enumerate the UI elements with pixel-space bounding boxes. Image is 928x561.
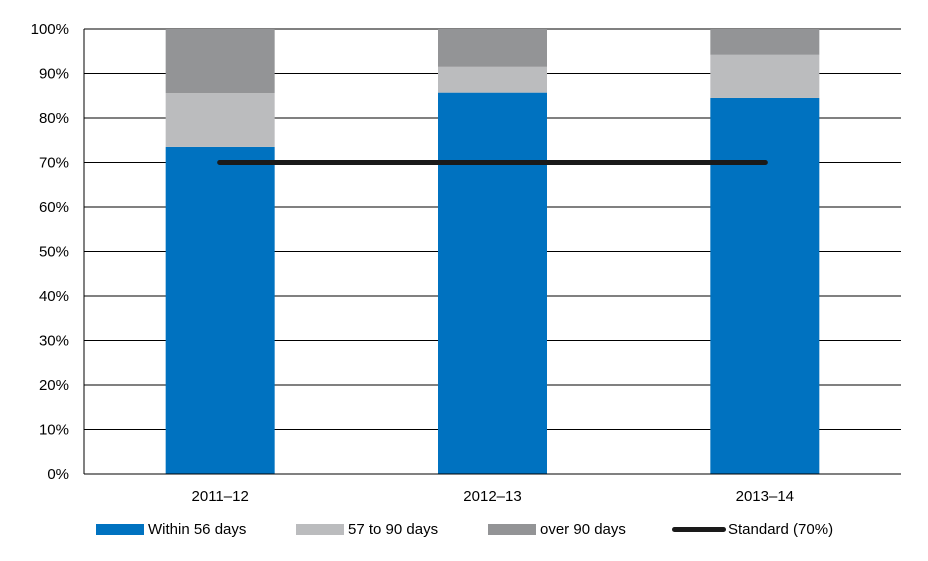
bar-within-56-days-2011-12 [165,146,275,475]
legend: Within 56 days 57 to 90 days over 90 day… [0,514,928,544]
legend-swatch-standard [672,526,726,532]
x-tick-label: 2011–12 [192,488,249,505]
y-tick-labels: 0% 10% 20% 30% 40% 50% 60% 70% 80% 90% 100% [31,21,69,483]
y-tick-label: 0% [47,466,69,483]
bar-57-to-90-days-2012-13 [438,66,547,93]
legend-swatch-over-90-days [488,523,536,535]
legend-label-standard: Standard (70%) [728,520,834,538]
x-tick-label: 2013–14 [736,488,794,505]
legend-swatch-57-to-90-days [296,523,344,535]
x-tick-label: 2012–13 [463,488,521,505]
legend-label-within-56-days: Within 56 days [148,520,247,538]
y-tick-label: 100% [31,21,69,38]
legend-label-over-90-days: over 90 days [540,520,626,538]
bar-57-to-90-days-2013-14 [710,54,820,98]
y-tick-label: 80% [39,110,69,127]
legend-item-over-90-days: over 90 days [488,514,626,544]
bar-57-to-90-days-2011-12 [165,93,275,147]
y-tick-label: 10% [39,422,69,439]
y-tick-label: 40% [39,288,69,305]
axes [83,29,901,475]
legend-label-57-to-90-days: 57 to 90 days [348,520,439,538]
y-tick-label: 60% [39,199,69,216]
y-tick-label: 50% [39,244,69,261]
legend-item-within-56-days: Within 56 days [96,514,246,544]
y-tick-label: 30% [39,333,69,350]
bar-over-90-days-2012-13 [438,29,547,67]
bar-over-90-days-2013-14 [710,29,820,55]
legend-item-standard: Standard (70%) [672,514,833,544]
legend-swatch-within-56-days [96,523,144,535]
y-tick-label: 70% [39,155,69,172]
y-tick-label: 20% [39,377,69,394]
bar-within-56-days-2012-13 [438,92,547,474]
bars [165,29,820,475]
bar-over-90-days-2011-12 [165,29,275,94]
bar-within-56-days-2013-14 [710,97,820,474]
x-tick-labels: 2011–12 2012–13 2013–14 [192,488,795,505]
y-tick-label: 90% [39,66,69,83]
legend-item-57-to-90-days: 57 to 90 days [296,514,438,544]
